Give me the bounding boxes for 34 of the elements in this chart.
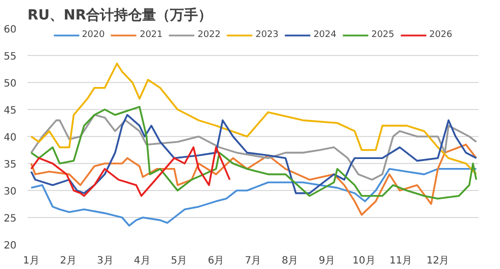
line-series (30, 114, 478, 181)
x-tick-label: 8月 (282, 256, 298, 266)
line-series (30, 146, 231, 197)
legend-label: 2023 (256, 30, 278, 40)
x-tick-label: 9月 (318, 256, 336, 266)
y-tick-label: 30 (4, 186, 17, 198)
x-tick-label: 7月 (244, 256, 262, 266)
legend-label: 2026 (429, 30, 452, 40)
x-tick-label: 5月 (170, 256, 188, 266)
x-tick-label: 12月 (426, 256, 450, 266)
legend-label: 2021 (140, 30, 163, 40)
x-tick-label: 2月 (60, 256, 76, 266)
y-tick-label: 45 (4, 106, 17, 116)
y-tick-label: 25 (4, 214, 17, 224)
chart-title: RU、NR合计持仓量（万手） (28, 6, 212, 24)
x-tick-label: 6月 (208, 256, 224, 266)
x-tick-label: 11月 (390, 256, 412, 266)
y-tick-label: 35 (4, 160, 17, 170)
legend-label: 2020 (82, 30, 105, 40)
line-series (30, 62, 478, 176)
y-tick-label: 60 (4, 24, 17, 36)
x-tick-label: 1月 (23, 256, 40, 266)
x-tick-label: 10月 (352, 256, 376, 266)
legend-label: 2024 (313, 30, 336, 40)
line-series (30, 144, 478, 216)
legend-label: 2025 (371, 30, 394, 40)
y-tick-label: 40 (4, 132, 17, 144)
y-tick-label: 20 (4, 240, 17, 252)
x-tick-label: 4月 (134, 256, 150, 266)
y-tick-label: 50 (4, 78, 17, 90)
x-tick-label: 3月 (96, 256, 114, 266)
line-series (30, 168, 478, 226)
y-tick-label: 55 (4, 52, 17, 62)
legend-label: 2022 (198, 30, 221, 40)
